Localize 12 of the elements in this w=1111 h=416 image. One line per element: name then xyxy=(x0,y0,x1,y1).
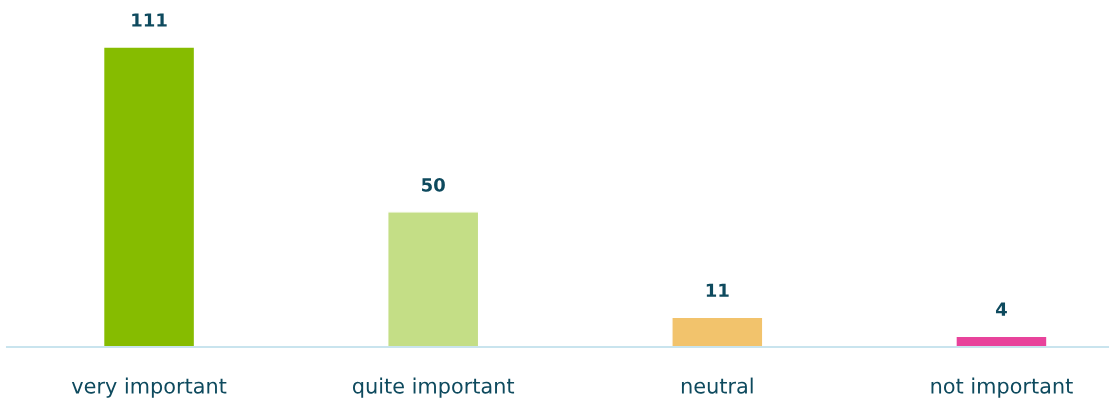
data-label: 50 xyxy=(422,178,445,192)
bar xyxy=(102,46,196,347)
data-label: 11 xyxy=(706,283,729,297)
bar xyxy=(955,335,1048,347)
data-label: 4 xyxy=(995,302,1007,316)
x-tick-label: quite important xyxy=(352,377,515,398)
x-tick-label: not important xyxy=(931,377,1073,398)
data-label: 111 xyxy=(132,13,167,27)
x-tick-label: neutral xyxy=(681,377,753,394)
x-tick-label: very important xyxy=(71,377,227,398)
bar xyxy=(671,316,764,347)
bar xyxy=(387,211,480,347)
